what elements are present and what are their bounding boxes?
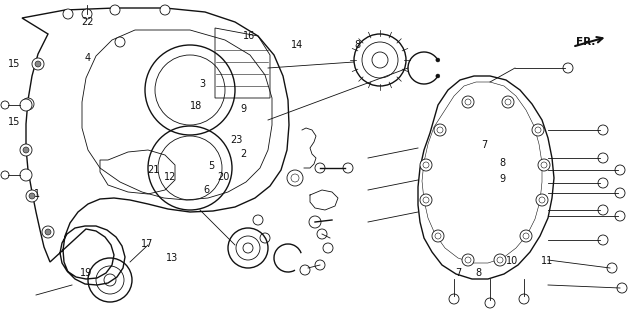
- Circle shape: [436, 74, 440, 78]
- Text: 22: 22: [81, 17, 94, 28]
- Text: 10: 10: [506, 256, 518, 266]
- Circle shape: [532, 124, 544, 136]
- Text: 23: 23: [230, 135, 243, 145]
- Circle shape: [42, 226, 54, 238]
- Circle shape: [432, 230, 444, 242]
- Circle shape: [315, 260, 325, 270]
- Circle shape: [22, 98, 34, 110]
- Text: 16: 16: [243, 31, 256, 41]
- Text: FR.: FR.: [576, 37, 595, 47]
- Circle shape: [502, 96, 514, 108]
- Text: 19: 19: [80, 268, 92, 278]
- Circle shape: [615, 211, 625, 221]
- Circle shape: [26, 190, 38, 202]
- Circle shape: [29, 193, 35, 199]
- Circle shape: [160, 5, 170, 15]
- Circle shape: [20, 144, 32, 156]
- Circle shape: [462, 254, 474, 266]
- Circle shape: [607, 263, 617, 273]
- Circle shape: [110, 5, 120, 15]
- Circle shape: [598, 235, 608, 245]
- Text: 1: 1: [34, 188, 40, 199]
- Circle shape: [63, 9, 73, 19]
- Text: 9: 9: [240, 104, 246, 115]
- Circle shape: [260, 233, 270, 243]
- Circle shape: [1, 101, 9, 109]
- Circle shape: [253, 215, 263, 225]
- Text: 14: 14: [291, 40, 303, 51]
- Circle shape: [536, 194, 548, 206]
- Circle shape: [598, 205, 608, 215]
- Circle shape: [420, 194, 432, 206]
- Text: 20: 20: [218, 172, 230, 182]
- Text: 7: 7: [455, 268, 461, 278]
- Circle shape: [317, 229, 327, 239]
- Circle shape: [45, 229, 51, 235]
- Circle shape: [519, 294, 529, 304]
- Circle shape: [323, 243, 333, 253]
- Circle shape: [520, 230, 532, 242]
- Text: 15: 15: [8, 116, 20, 127]
- Circle shape: [598, 125, 608, 135]
- Text: 4: 4: [85, 52, 91, 63]
- Circle shape: [436, 58, 440, 62]
- Circle shape: [115, 37, 125, 47]
- Circle shape: [287, 170, 303, 186]
- Circle shape: [309, 216, 321, 228]
- Circle shape: [434, 124, 446, 136]
- Circle shape: [538, 159, 550, 171]
- Circle shape: [1, 171, 9, 179]
- Circle shape: [25, 101, 31, 107]
- Text: 6: 6: [204, 185, 210, 196]
- Circle shape: [32, 58, 44, 70]
- Circle shape: [20, 169, 32, 181]
- Circle shape: [563, 63, 573, 73]
- Circle shape: [615, 188, 625, 198]
- Text: 7: 7: [481, 140, 488, 150]
- Circle shape: [615, 165, 625, 175]
- Circle shape: [23, 147, 29, 153]
- Text: 9: 9: [499, 174, 506, 184]
- Text: 8: 8: [354, 40, 361, 50]
- Text: 11: 11: [541, 256, 553, 266]
- Circle shape: [35, 61, 41, 67]
- Text: 18: 18: [190, 101, 202, 111]
- Circle shape: [343, 163, 353, 173]
- Text: 8: 8: [499, 158, 506, 168]
- Text: 12: 12: [164, 172, 177, 182]
- Circle shape: [598, 153, 608, 163]
- Circle shape: [300, 265, 310, 275]
- Circle shape: [449, 294, 459, 304]
- Text: 13: 13: [165, 252, 178, 263]
- Circle shape: [20, 99, 32, 111]
- Text: 3: 3: [199, 79, 205, 89]
- Text: 17: 17: [141, 239, 154, 249]
- Circle shape: [598, 178, 608, 188]
- Circle shape: [420, 159, 432, 171]
- Circle shape: [494, 254, 506, 266]
- Text: 21: 21: [148, 165, 160, 175]
- Text: 8: 8: [475, 268, 481, 278]
- Circle shape: [315, 163, 325, 173]
- Text: 15: 15: [8, 59, 20, 69]
- Circle shape: [82, 9, 92, 19]
- Text: 2: 2: [240, 149, 246, 159]
- Circle shape: [462, 96, 474, 108]
- Circle shape: [617, 283, 627, 293]
- Text: 5: 5: [208, 161, 214, 172]
- Circle shape: [485, 298, 495, 308]
